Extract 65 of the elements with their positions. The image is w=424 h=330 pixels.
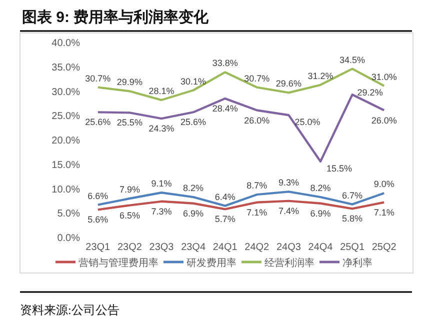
data-label: 30.1% (180, 76, 206, 86)
x-tick-label: 23Q4 (181, 242, 206, 253)
data-label: 31.2% (308, 70, 334, 81)
data-label: 29.9% (116, 77, 142, 88)
data-label: 29.6% (276, 78, 302, 89)
legend-label: 净利率 (342, 257, 372, 269)
text: 7.1% (246, 207, 268, 218)
text: 8.7% (246, 180, 268, 191)
text: 7.1% (374, 207, 394, 218)
data-label: 29.2% (357, 88, 383, 98)
text: 5.6% (88, 214, 108, 225)
x-tick-label: 23Q1 (86, 242, 111, 253)
legend-label: 营销与管理费用率 (78, 257, 158, 269)
data-label: 28.1% (148, 86, 174, 96)
data-label: 25.0% (294, 117, 320, 128)
text: 7.9% (119, 184, 140, 194)
text: 6.7% (342, 190, 363, 200)
data-label: 25.6% (180, 117, 206, 128)
x-tick-label: 24Q3 (276, 242, 302, 253)
data-label: 26.0% (371, 115, 397, 126)
x-tick-label: 23Q3 (149, 242, 174, 253)
x-tick-label: 24Q1 (212, 242, 238, 253)
legend-label: 经营利润率 (264, 257, 314, 269)
data-label: 25.6% (85, 117, 111, 128)
y-tick-label: 0.0% (57, 233, 80, 244)
y-tick-label: 40.0% (52, 38, 80, 49)
data-label: 33.8% (212, 58, 238, 68)
data-label: 25.5% (116, 118, 142, 128)
x-tick-label: 23Q2 (117, 242, 142, 253)
data-label: 26.0% (244, 115, 270, 126)
text: 7.4% (278, 206, 299, 216)
data-label: 15.5% (326, 163, 352, 174)
text: 8.2% (310, 183, 331, 194)
text: 6.9% (310, 208, 331, 218)
text: 6.9% (183, 208, 204, 218)
chart-title: 图表 9: 费用率与利润率变化 (22, 8, 210, 26)
text: 6.4% (214, 192, 236, 202)
x-tick-label: 24Q2 (244, 242, 270, 253)
data-label: 24.3% (148, 124, 174, 134)
data-label: 30.7% (85, 73, 111, 84)
text: 7.3% (151, 206, 172, 216)
x-tick-label: 24Q4 (308, 242, 334, 253)
y-tick-label: 10.0% (52, 184, 80, 196)
text: 9.1% (151, 178, 172, 189)
text: 5.7% (214, 214, 236, 224)
y-tick-label: 35.0% (52, 62, 80, 74)
y-tick-label: 20.0% (52, 136, 80, 146)
text: 5.8% (342, 214, 363, 224)
y-tick-label: 15.0% (52, 160, 80, 171)
y-tick-label: 5.0% (57, 208, 80, 220)
text: 8.2% (183, 183, 204, 194)
text: 6.5% (119, 210, 140, 220)
data-label: 30.7% (244, 73, 270, 84)
y-tick-label: 30.0% (52, 86, 80, 98)
data-label: 34.5% (340, 54, 366, 65)
data-label: 28.4% (212, 104, 238, 114)
text: 资料来源:公司公告 (20, 303, 120, 317)
text: 9.0% (374, 179, 394, 190)
data-label: 31.0% (371, 72, 397, 82)
x-tick-label: 25Q2 (372, 242, 397, 253)
legend-label: 研发费用率 (186, 257, 236, 269)
text: 9.3% (278, 178, 299, 188)
y-tick-label: 25.0% (52, 111, 80, 122)
text: 6.6% (88, 190, 108, 201)
x-tick-label: 25Q1 (340, 242, 365, 253)
